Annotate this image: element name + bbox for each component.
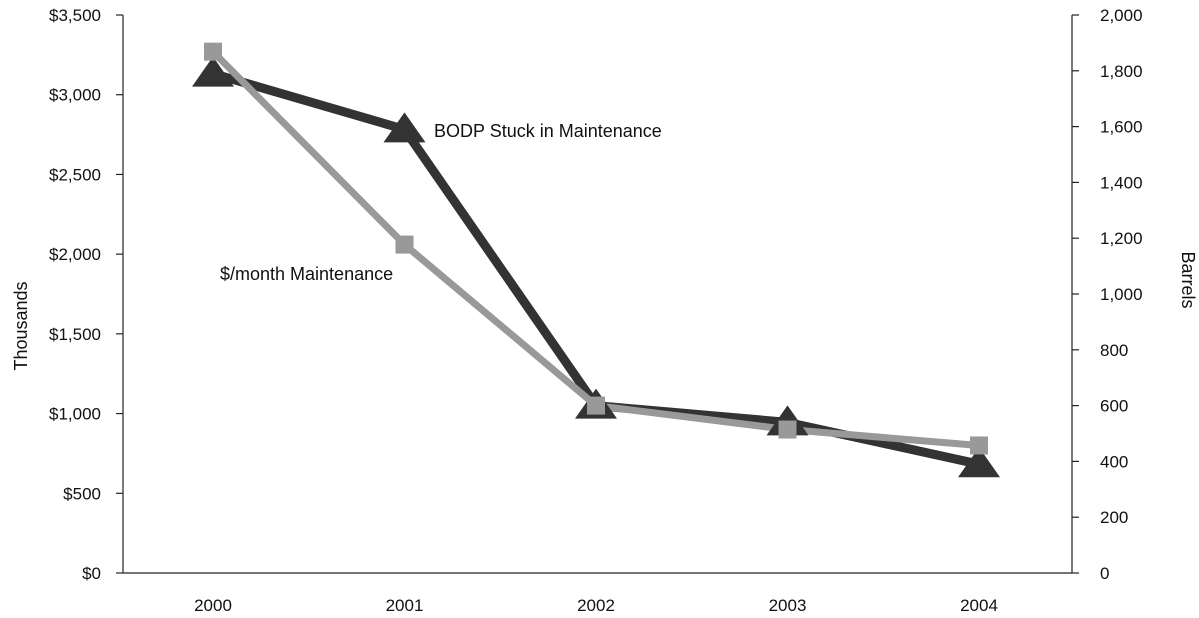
right-tick-label: 1,800 <box>1100 62 1143 81</box>
tick-labels: $0 $500 $1,000 $1,500 $2,000 $2,500 $3,000 $3,5… <box>49 6 1143 615</box>
series-label-cost: $/month Maintenance <box>220 264 393 284</box>
x-tick-label: 2002 <box>577 596 615 615</box>
left-tick-label: $3,500 <box>49 6 101 25</box>
left-tick-label: $1,500 <box>49 325 101 344</box>
left-tick-label: $2,000 <box>49 245 101 264</box>
square-marker <box>587 397 605 415</box>
square-marker <box>396 236 414 254</box>
x-tick-label: 2003 <box>769 596 807 615</box>
triangle-marker <box>192 57 234 87</box>
square-marker <box>779 421 797 439</box>
left-tick-label: $3,000 <box>49 86 101 105</box>
series-markers <box>192 43 1000 478</box>
left-tick-label: $500 <box>63 484 101 503</box>
right-tick-label: 2,000 <box>1100 6 1143 25</box>
right-tick-label: 200 <box>1100 508 1128 527</box>
x-tick-label: 2000 <box>194 596 232 615</box>
right-tick-label: 1,200 <box>1100 229 1143 248</box>
left-tick-label: $0 <box>82 564 101 583</box>
left-tick-label: $1,000 <box>49 405 101 424</box>
square-marker <box>204 43 222 61</box>
x-tick-label: 2004 <box>960 596 998 615</box>
series-label-bodp: BODP Stuck in Maintenance <box>434 121 662 141</box>
x-tick-label: 2001 <box>386 596 424 615</box>
left-axis-title: Thousands <box>11 281 31 370</box>
left-tick-label: $2,500 <box>49 165 101 184</box>
right-tick-label: 400 <box>1100 452 1128 471</box>
right-tick-label: 0 <box>1100 564 1109 583</box>
right-tick-label: 1,400 <box>1100 173 1143 192</box>
right-tick-label: 800 <box>1100 341 1128 360</box>
right-axis-title: Barrels <box>1178 251 1198 308</box>
square-marker <box>970 436 988 454</box>
right-tick-label: 1,000 <box>1100 285 1143 304</box>
right-tick-label: 600 <box>1100 397 1128 416</box>
right-tick-label: 1,600 <box>1100 118 1143 137</box>
